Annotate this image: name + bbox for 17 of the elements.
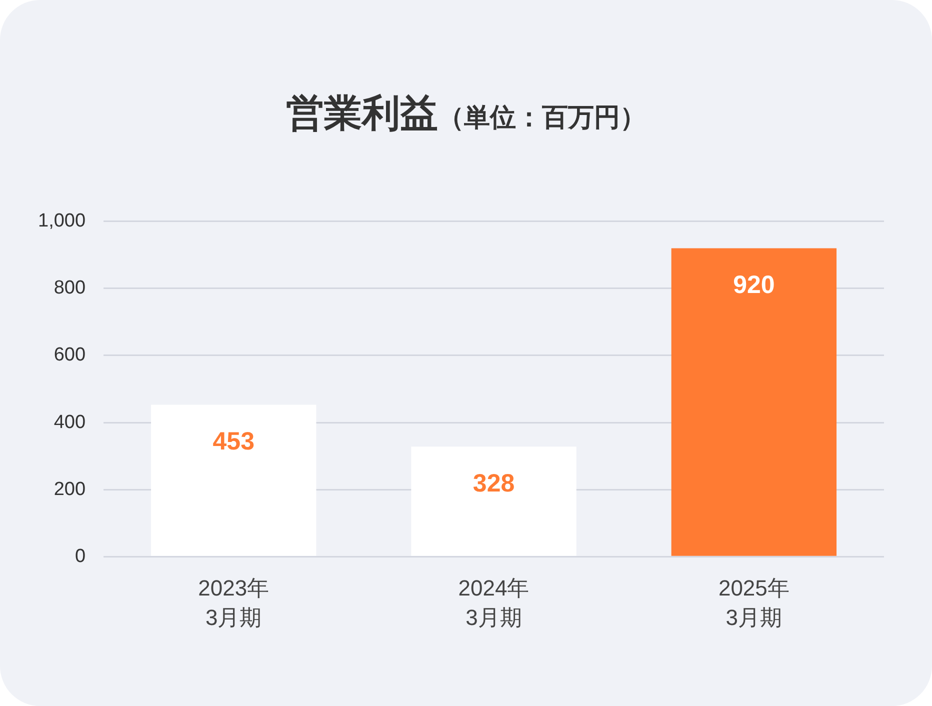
chart-title: 営業利益 — [286, 93, 438, 135]
bar — [411, 446, 576, 556]
data-label: 920 — [733, 271, 775, 300]
y-tick-label: 400 — [54, 412, 86, 433]
x-tick-label: 2023年 3月期 — [198, 576, 270, 630]
bar — [151, 404, 316, 556]
y-tick-label: 200 — [54, 478, 86, 500]
y-tick-label: 600 — [54, 344, 86, 366]
y-tick-label: 0 — [74, 546, 86, 567]
y-tick-label: 800 — [54, 278, 86, 299]
x-tick-label: 2025年 3月期 — [718, 576, 790, 630]
data-label: 328 — [472, 470, 515, 498]
y-tick-label: 1,000 — [38, 210, 86, 232]
x-tick-label: 2024年 3月期 — [458, 576, 530, 630]
data-label: 453 — [212, 428, 254, 456]
chart-subtitle: （単位：百万円） — [438, 102, 646, 132]
bar — [671, 248, 837, 556]
